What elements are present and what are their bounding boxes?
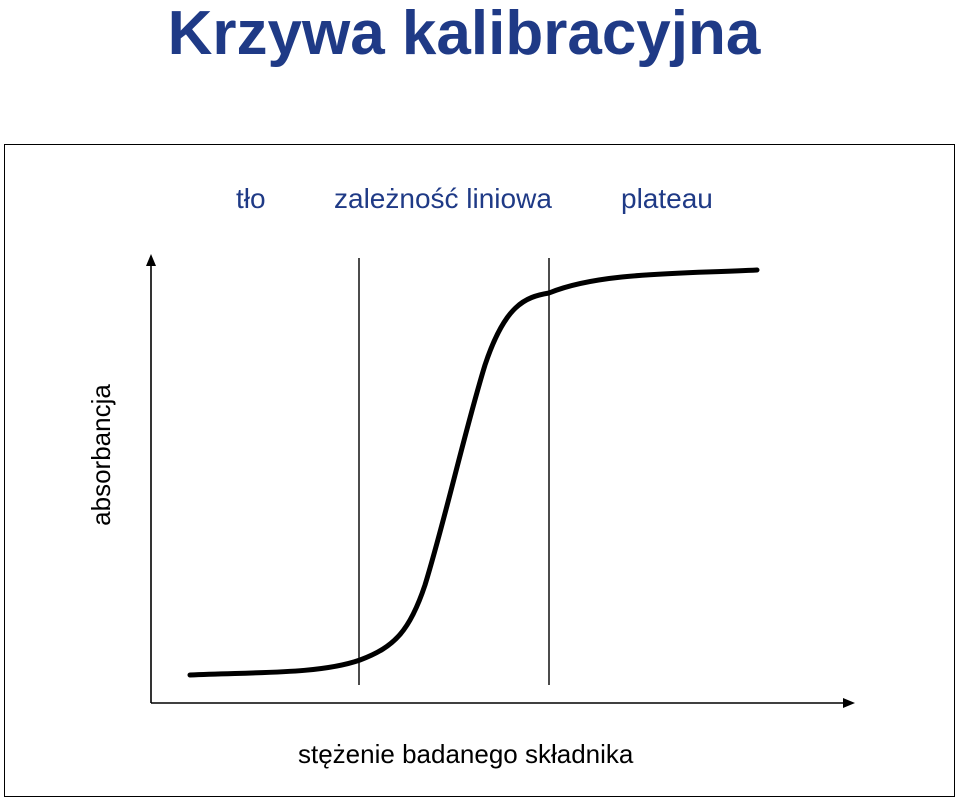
y-axis-label: absorbancja: [86, 384, 116, 526]
region-label-plateau: plateau: [621, 183, 713, 214]
region-label-linear: zależność liniowa: [334, 183, 552, 214]
x-axis-arrowhead: [843, 698, 855, 708]
slide-title: Krzywa kalibracyjna: [167, 0, 761, 68]
y-axis-arrowhead: [146, 254, 156, 266]
diagram-frame: [4, 144, 955, 797]
region-label-background: tło: [236, 183, 266, 214]
calibration-curve: [187, 267, 760, 678]
x-axis-label: stężenie badanego składnika: [298, 739, 634, 769]
